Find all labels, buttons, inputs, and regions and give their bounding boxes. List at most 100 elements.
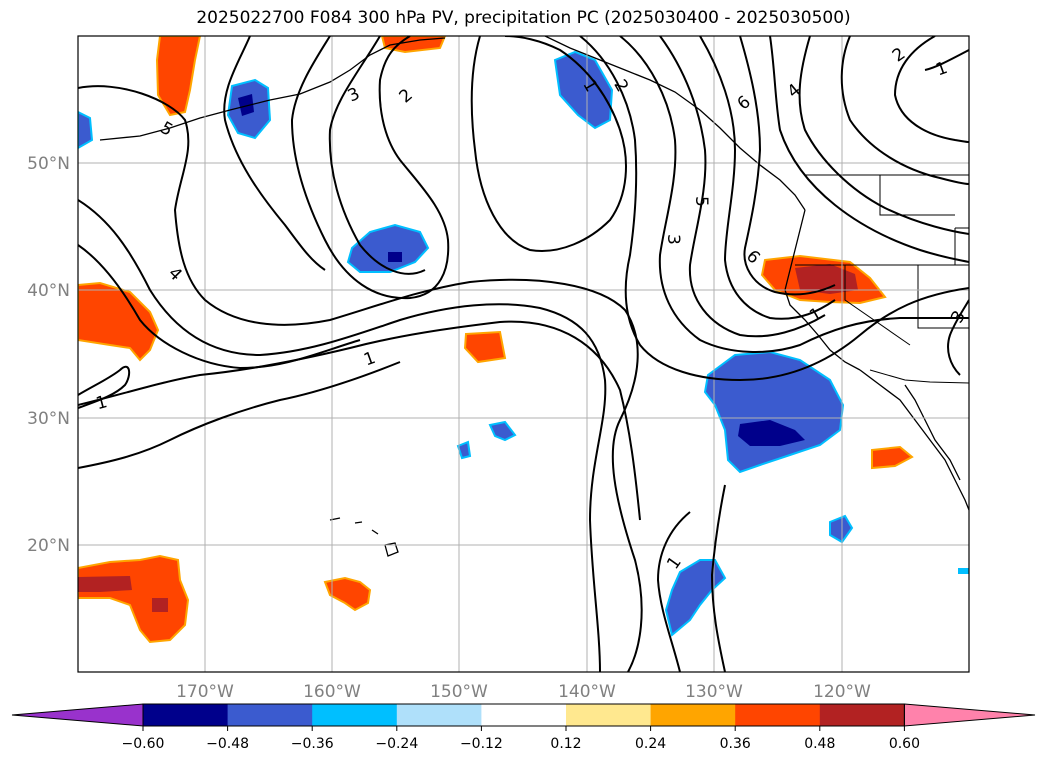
pv-contour	[470, 36, 627, 252]
pv-contours	[78, 36, 969, 672]
lat-label: 50°N	[27, 154, 70, 174]
map-frame	[77, 35, 970, 673]
precip-negative-strong	[238, 94, 254, 116]
pv-contour	[328, 36, 426, 275]
precip-positive-area	[155, 36, 202, 117]
colorbar-extend-low	[11, 703, 144, 727]
precip-positive-area	[323, 576, 372, 612]
precip-positive-area	[871, 445, 914, 470]
pv-contour	[769, 36, 969, 263]
pv-contour	[78, 320, 641, 521]
contour-label: 2	[396, 85, 417, 107]
precip-negative-strong	[738, 420, 805, 446]
contour-label: 1	[94, 392, 110, 414]
state-line	[844, 265, 911, 346]
precip-negative-area	[488, 420, 517, 442]
longitude-labels: 170°W 160°W 150°W 140°W 130°W 120°W	[176, 682, 871, 702]
map-title: 2025022700 F084 300 hPa PV, precipitatio…	[196, 8, 851, 28]
precip-negative-area	[958, 568, 969, 574]
colorbar-segment	[396, 704, 482, 726]
precip-negative-area	[553, 50, 614, 130]
gridlines	[78, 36, 969, 672]
pv-contour	[656, 511, 691, 672]
precip-negative-area	[829, 514, 854, 544]
lat-label: 20°N	[27, 536, 70, 556]
colorbar-segment	[227, 704, 313, 726]
lon-label: 130°W	[685, 682, 743, 702]
boundaries	[795, 174, 969, 384]
lon-label: 140°W	[558, 682, 616, 702]
colorbar-tick-label: −0.24	[375, 736, 418, 752]
precip-positive-area	[380, 36, 447, 54]
pv-contour	[78, 85, 643, 672]
pv-contour	[840, 36, 969, 185]
colorbar-segment	[143, 704, 229, 726]
precip-negative-strong	[388, 252, 402, 262]
precip-negative-area	[664, 559, 727, 637]
us-mexico-border	[869, 369, 969, 384]
precip-negative-area	[456, 440, 472, 460]
pv-contour	[699, 36, 836, 320]
colorbar-segment	[566, 704, 652, 726]
panhandle-coast	[544, 36, 806, 211]
precip-negative-area	[346, 223, 430, 273]
precip-positive-area	[78, 554, 190, 644]
contour-label: 4	[784, 80, 805, 102]
colorbar-tick-label: 0.24	[635, 736, 666, 752]
pv-contour	[290, 36, 450, 300]
colorbar-tick-label: 0.60	[889, 736, 920, 752]
colorbar-segment	[735, 704, 821, 726]
colorbar-tick-label: −0.12	[460, 736, 503, 752]
colorbar-segment	[819, 704, 905, 726]
lon-label: 170°W	[176, 682, 234, 702]
colorbar-outline	[142, 703, 905, 727]
alaska-coast	[99, 37, 446, 141]
precipitation-shading	[78, 36, 969, 644]
pv-contour	[579, 36, 969, 382]
colorbar-segment	[312, 704, 398, 726]
contour-label: 3	[663, 234, 683, 245]
pv-contour	[893, 36, 969, 143]
latitude-labels: 50°N 40°N 30°N 20°N	[27, 154, 70, 556]
lon-label: 150°W	[430, 682, 488, 702]
pv-contour	[78, 361, 401, 469]
colorbar-segment	[481, 704, 567, 726]
precip-positive-strong	[152, 598, 168, 612]
colorbar-tick-label: 0.36	[720, 736, 751, 752]
pv-contour	[78, 365, 131, 409]
precip-positive-strong	[78, 576, 132, 592]
pv-contour	[798, 36, 969, 235]
pv-contour	[659, 36, 826, 338]
lon-label: 160°W	[303, 682, 361, 702]
contour-label: 3	[947, 307, 970, 326]
colorbar-tick-label: 0.48	[804, 736, 835, 752]
lat-label: 40°N	[27, 281, 70, 301]
pv-contour	[739, 36, 836, 296]
pv-contour	[924, 49, 969, 71]
contour-label: 6	[734, 92, 755, 114]
contour-label: 1	[361, 348, 378, 370]
precip-positive-area	[463, 330, 507, 364]
contour-label: 4	[164, 263, 186, 285]
colorbar-tick-label: −0.60	[122, 736, 165, 752]
contour-label: 2	[889, 44, 909, 67]
pv-contour	[947, 299, 969, 376]
pv-contour	[223, 36, 326, 271]
pv-contour	[619, 36, 969, 353]
colorbar-segment	[650, 704, 736, 726]
contour-label: 5	[691, 196, 711, 207]
precip-negative-area	[703, 350, 845, 474]
colorbar-extend-high	[903, 703, 1036, 727]
lon-label: 120°W	[813, 682, 871, 702]
colorbar-tick-label: −0.36	[291, 736, 334, 752]
baja-coast	[859, 369, 969, 511]
precip-negative-area	[78, 110, 94, 150]
hawaii-islands	[329, 517, 399, 557]
state-line	[879, 175, 955, 216]
pv-contour	[78, 199, 607, 672]
contour-label: 2	[609, 76, 632, 95]
pv-contour	[710, 484, 726, 672]
colorbar-tick-label: 0.12	[550, 736, 581, 752]
lat-label: 30°N	[27, 409, 70, 429]
